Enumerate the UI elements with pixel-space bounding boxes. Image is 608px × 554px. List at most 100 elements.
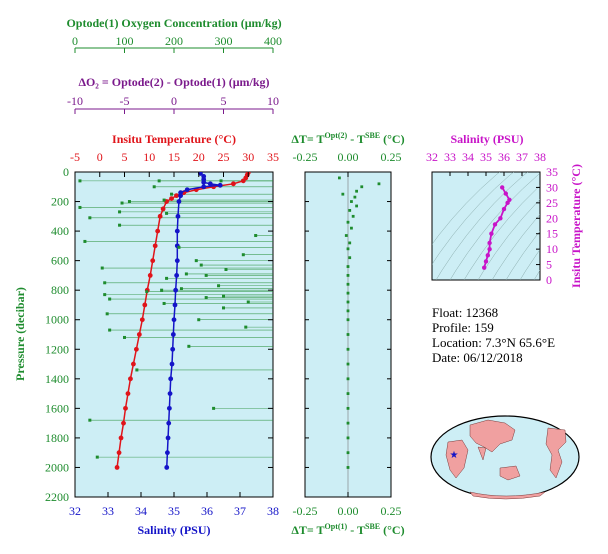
- temperature-point: [157, 213, 163, 219]
- ts-point: [485, 253, 490, 258]
- oxygen-point: [88, 216, 92, 220]
- oxygen-point: [78, 205, 82, 209]
- delta-t-point: [346, 451, 350, 455]
- delta-t-point: [350, 200, 353, 203]
- delta-t-point: [346, 318, 350, 322]
- delta-o2-tick-label: -5: [120, 94, 130, 108]
- salinity-point: [165, 435, 171, 441]
- salinity-tick-label: 32: [69, 504, 81, 518]
- oxygen-point: [219, 179, 223, 183]
- oxygen-point: [152, 185, 156, 189]
- delta-t-point: [346, 377, 350, 381]
- delta-t-axes: -0.25 -0.25 0.00 0.00 0.25 0.25: [293, 150, 402, 518]
- delta-o2-tick-label: 5: [221, 94, 227, 108]
- oxygen-point: [184, 272, 188, 276]
- info-date: Date: 06/12/2018: [432, 350, 523, 365]
- salinity-point: [175, 213, 181, 219]
- delta-t-point: [346, 247, 350, 251]
- salinity-point: [164, 465, 170, 470]
- temperature-point: [147, 273, 153, 278]
- delta-t-point: [346, 406, 350, 410]
- ts-isopycnal: [519, 249, 540, 280]
- info-location: Location: 7.3°N 65.6°E: [432, 335, 555, 350]
- map-land-eurasia: [469, 419, 516, 453]
- delta-t-top-label: ΔT= TOpt(2) - TSBE (°C): [291, 131, 404, 146]
- delta-t-point: [346, 291, 350, 295]
- pressure-tick-label: 1000: [45, 313, 69, 327]
- delta-t-point: [355, 204, 358, 208]
- temperature-point: [118, 435, 124, 441]
- oxygen-point: [83, 239, 87, 243]
- salinity-point: [184, 187, 190, 193]
- ts-isopycnal: [584, 162, 608, 290]
- oxygen-point: [103, 293, 107, 297]
- ts-point: [501, 206, 507, 212]
- temperature-point: [121, 420, 126, 426]
- delta-t-bottom-tick-label: 0.25: [381, 504, 402, 518]
- delta-t-point: [348, 241, 352, 245]
- temperature-point: [231, 181, 236, 187]
- map-land-americas: [545, 427, 567, 479]
- delta-t-point: [346, 300, 350, 304]
- oxygen-point: [108, 328, 112, 332]
- ts-point: [500, 185, 505, 190]
- oxygen-point: [222, 294, 225, 298]
- salinity-point: [168, 376, 174, 382]
- temperature-point: [174, 193, 179, 199]
- salinity-point: [171, 317, 177, 323]
- delta-t-bottom-tick-label: -0.25: [293, 504, 318, 518]
- delta-t-point: [346, 309, 350, 313]
- ts-isopycnal: [477, 199, 540, 280]
- oxygen-point: [162, 198, 166, 202]
- delta-o2-axis: -10 -5 0 5 10: [67, 94, 279, 114]
- map-land-india: [477, 446, 487, 461]
- temperature-point: [131, 361, 136, 367]
- salinity-point: [217, 182, 223, 188]
- oxygen-point: [160, 288, 164, 292]
- main-plot-marks: [78, 172, 258, 470]
- ts-salinity-tick-label: 34: [462, 150, 474, 164]
- oxygen-gridlines: [79, 180, 273, 458]
- ts-salinity-tick-label: 38: [534, 150, 546, 164]
- oxygen-point: [212, 406, 216, 410]
- ts-temperature-label: Insitu Temperature (°C): [569, 164, 583, 288]
- oxygen-point: [78, 179, 82, 183]
- pressure-tick-label: 2000: [45, 460, 69, 474]
- temperature-point: [160, 206, 166, 212]
- temperature-point: [155, 228, 161, 234]
- oxygen-point: [254, 234, 258, 238]
- salinity-point: [166, 405, 172, 411]
- ts-point: [503, 191, 508, 196]
- ts-salinity-tick-label: 33: [444, 150, 456, 164]
- ts-salinity-label: Salinity (PSU): [450, 132, 523, 146]
- delta-t-point: [355, 189, 358, 193]
- oxygen-point: [165, 276, 169, 280]
- ts-point: [492, 222, 498, 227]
- ts-temperature-tick-label: 25: [546, 196, 558, 210]
- ts-temperature-tick-label: 5: [546, 258, 552, 272]
- oxygen-point: [199, 263, 203, 267]
- oxygen-point: [204, 296, 208, 300]
- oxygen-point: [224, 268, 228, 271]
- ts-isopycnal: [435, 172, 528, 280]
- oxygen-point: [165, 211, 169, 215]
- oxygen-tick-label: 0: [72, 34, 78, 48]
- delta-t-point: [346, 466, 350, 469]
- ts-temperature-tick-label: 15: [546, 227, 558, 241]
- delta-t-point: [346, 421, 350, 425]
- info-profile: Profile: 159: [432, 320, 494, 335]
- delta-t-point: [351, 214, 355, 218]
- temperature-tick-label: -5: [70, 150, 80, 164]
- delta-o2-tick-label: 10: [267, 94, 279, 108]
- delta-t-point: [346, 347, 350, 351]
- delta-t-point: [360, 185, 364, 189]
- ts-salinity-tick-label: 36: [498, 150, 510, 164]
- delta-t-point: [346, 282, 350, 286]
- temperature-point: [114, 465, 120, 470]
- ts-isopycnal: [491, 214, 540, 280]
- pressure-axis-label: Pressure (decibar): [13, 287, 27, 381]
- oxygen-point: [244, 325, 248, 329]
- oxygen-tick-label: 400: [264, 34, 282, 48]
- float-location-marker: ★: [450, 450, 459, 461]
